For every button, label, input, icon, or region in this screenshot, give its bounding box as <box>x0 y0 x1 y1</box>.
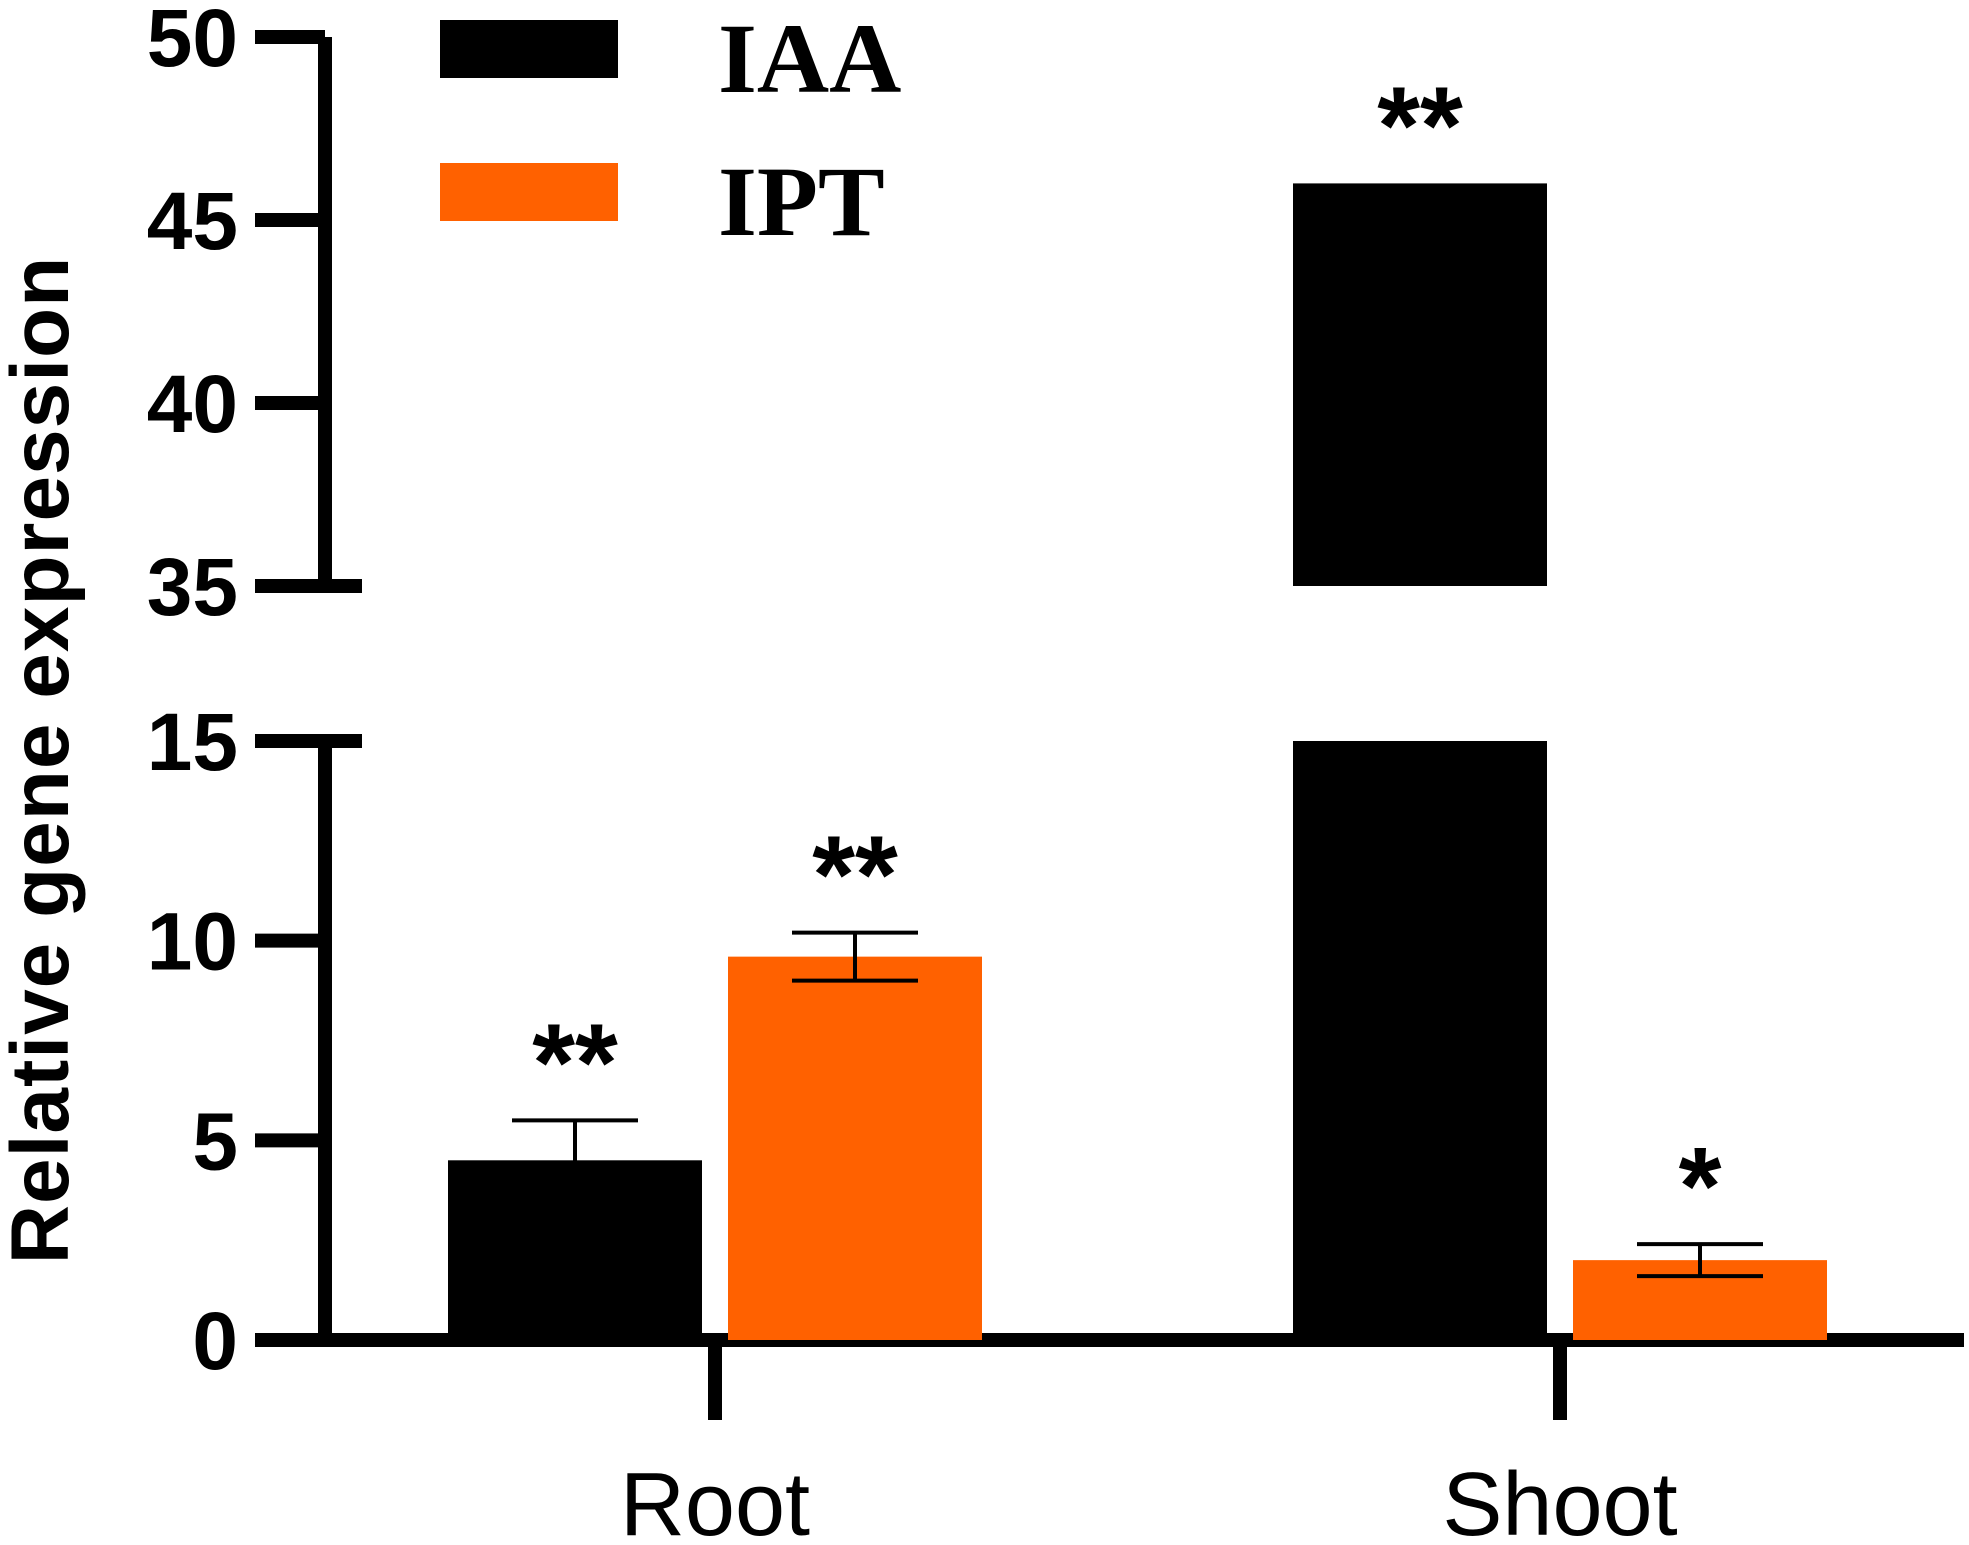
y-ticks: 0 5 10 15 35 40 45 50 <box>147 0 325 1387</box>
significance-marker: ** <box>1377 64 1463 187</box>
legend-label: IPT <box>718 146 885 257</box>
y-tick-label: 40 <box>147 359 238 450</box>
x-category-label: Shoot <box>1442 1455 1677 1545</box>
legend-label: IAA <box>718 3 901 114</box>
bar <box>728 956 982 1340</box>
y-tick-label: 15 <box>147 697 238 788</box>
bar <box>1293 183 1547 586</box>
y-tick-label: 5 <box>192 1096 238 1187</box>
error-bars <box>512 930 1763 1279</box>
legend: IAA IPT <box>440 3 901 257</box>
y-tick-label: 45 <box>147 176 238 267</box>
significance-marker: * <box>1679 1125 1722 1248</box>
y-tick-label: 0 <box>192 1296 238 1387</box>
bars <box>448 183 1827 1340</box>
significance-marker: ** <box>532 1001 618 1124</box>
y-tick-label: 50 <box>147 0 238 84</box>
x-categories: Root Shoot <box>620 1340 1678 1545</box>
significance-markers: ******* <box>532 64 1721 1248</box>
y-axis-label: Relative gene expression <box>0 256 86 1264</box>
bar <box>1293 741 1547 1340</box>
legend-swatch <box>440 163 618 221</box>
x-category-label: Root <box>620 1455 810 1545</box>
significance-marker: ** <box>812 814 898 937</box>
y-tick-label: 35 <box>147 542 238 633</box>
legend-swatch <box>440 20 618 78</box>
y-tick-label: 10 <box>147 897 238 988</box>
